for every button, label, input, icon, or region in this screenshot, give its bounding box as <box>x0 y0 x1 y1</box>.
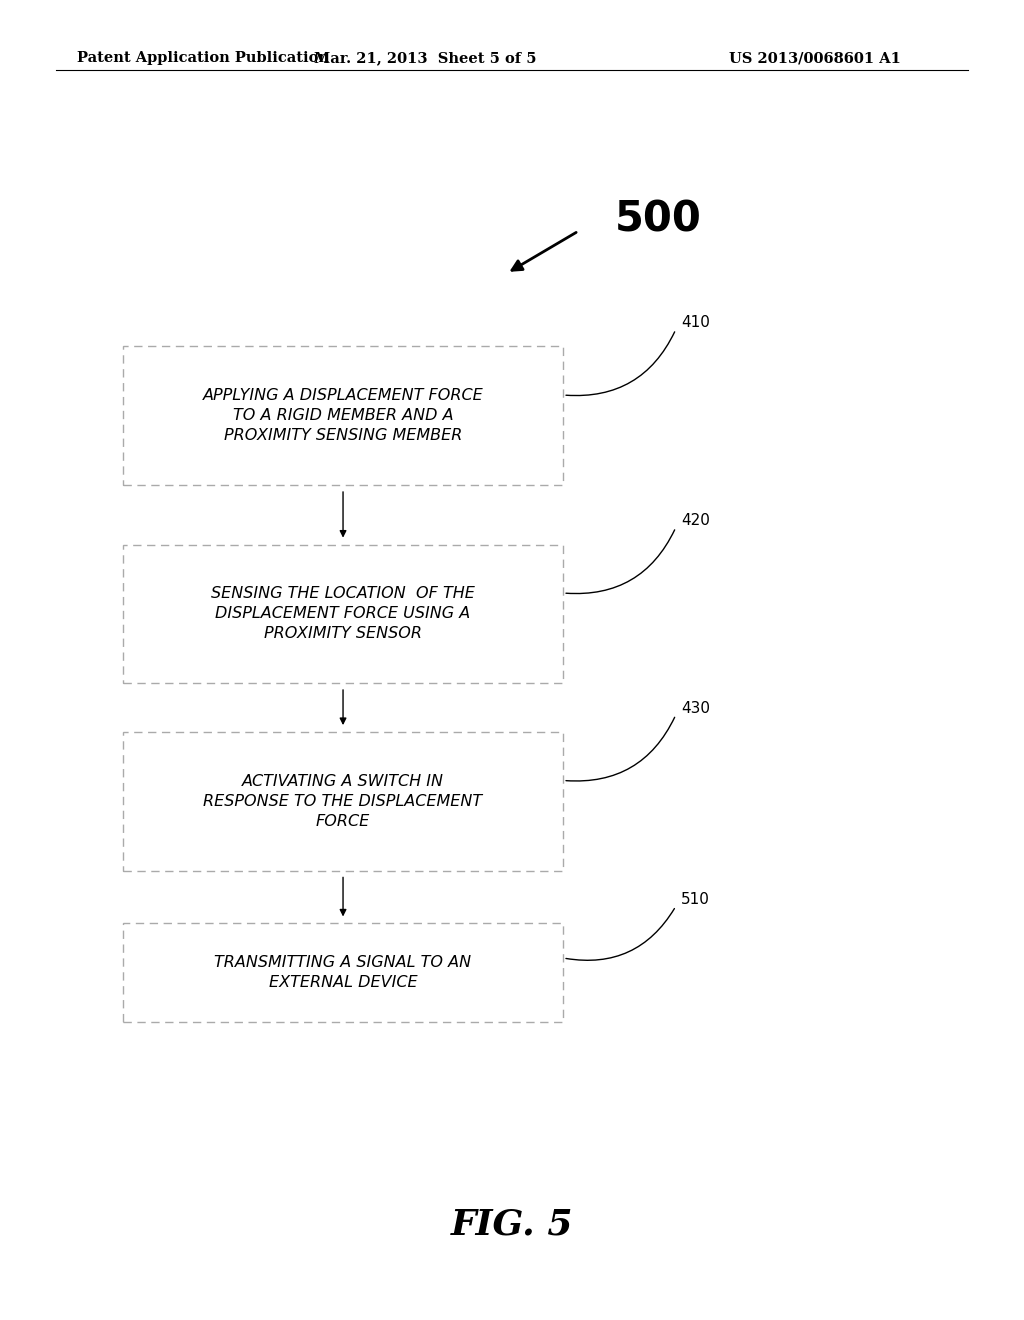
Text: APPLYING A DISPLACEMENT FORCE
TO A RIGID MEMBER AND A
PROXIMITY SENSING MEMBER: APPLYING A DISPLACEMENT FORCE TO A RIGID… <box>203 388 483 444</box>
Text: FIG. 5: FIG. 5 <box>451 1208 573 1242</box>
FancyBboxPatch shape <box>123 731 563 871</box>
Text: 420: 420 <box>681 513 710 528</box>
Text: TRANSMITTING A SIGNAL TO AN
EXTERNAL DEVICE: TRANSMITTING A SIGNAL TO AN EXTERNAL DEV… <box>214 956 472 990</box>
FancyBboxPatch shape <box>123 346 563 484</box>
Text: 410: 410 <box>681 315 710 330</box>
Text: 510: 510 <box>681 892 710 907</box>
Text: Patent Application Publication: Patent Application Publication <box>77 51 329 65</box>
Text: 430: 430 <box>681 701 710 715</box>
Text: SENSING THE LOCATION  OF THE
DISPLACEMENT FORCE USING A
PROXIMITY SENSOR: SENSING THE LOCATION OF THE DISPLACEMENT… <box>211 586 475 642</box>
Text: ACTIVATING A SWITCH IN
RESPONSE TO THE DISPLACEMENT
FORCE: ACTIVATING A SWITCH IN RESPONSE TO THE D… <box>204 774 482 829</box>
Text: 500: 500 <box>614 198 701 240</box>
FancyBboxPatch shape <box>123 544 563 682</box>
FancyBboxPatch shape <box>123 924 563 1022</box>
Text: Mar. 21, 2013  Sheet 5 of 5: Mar. 21, 2013 Sheet 5 of 5 <box>313 51 537 65</box>
Text: US 2013/0068601 A1: US 2013/0068601 A1 <box>729 51 901 65</box>
